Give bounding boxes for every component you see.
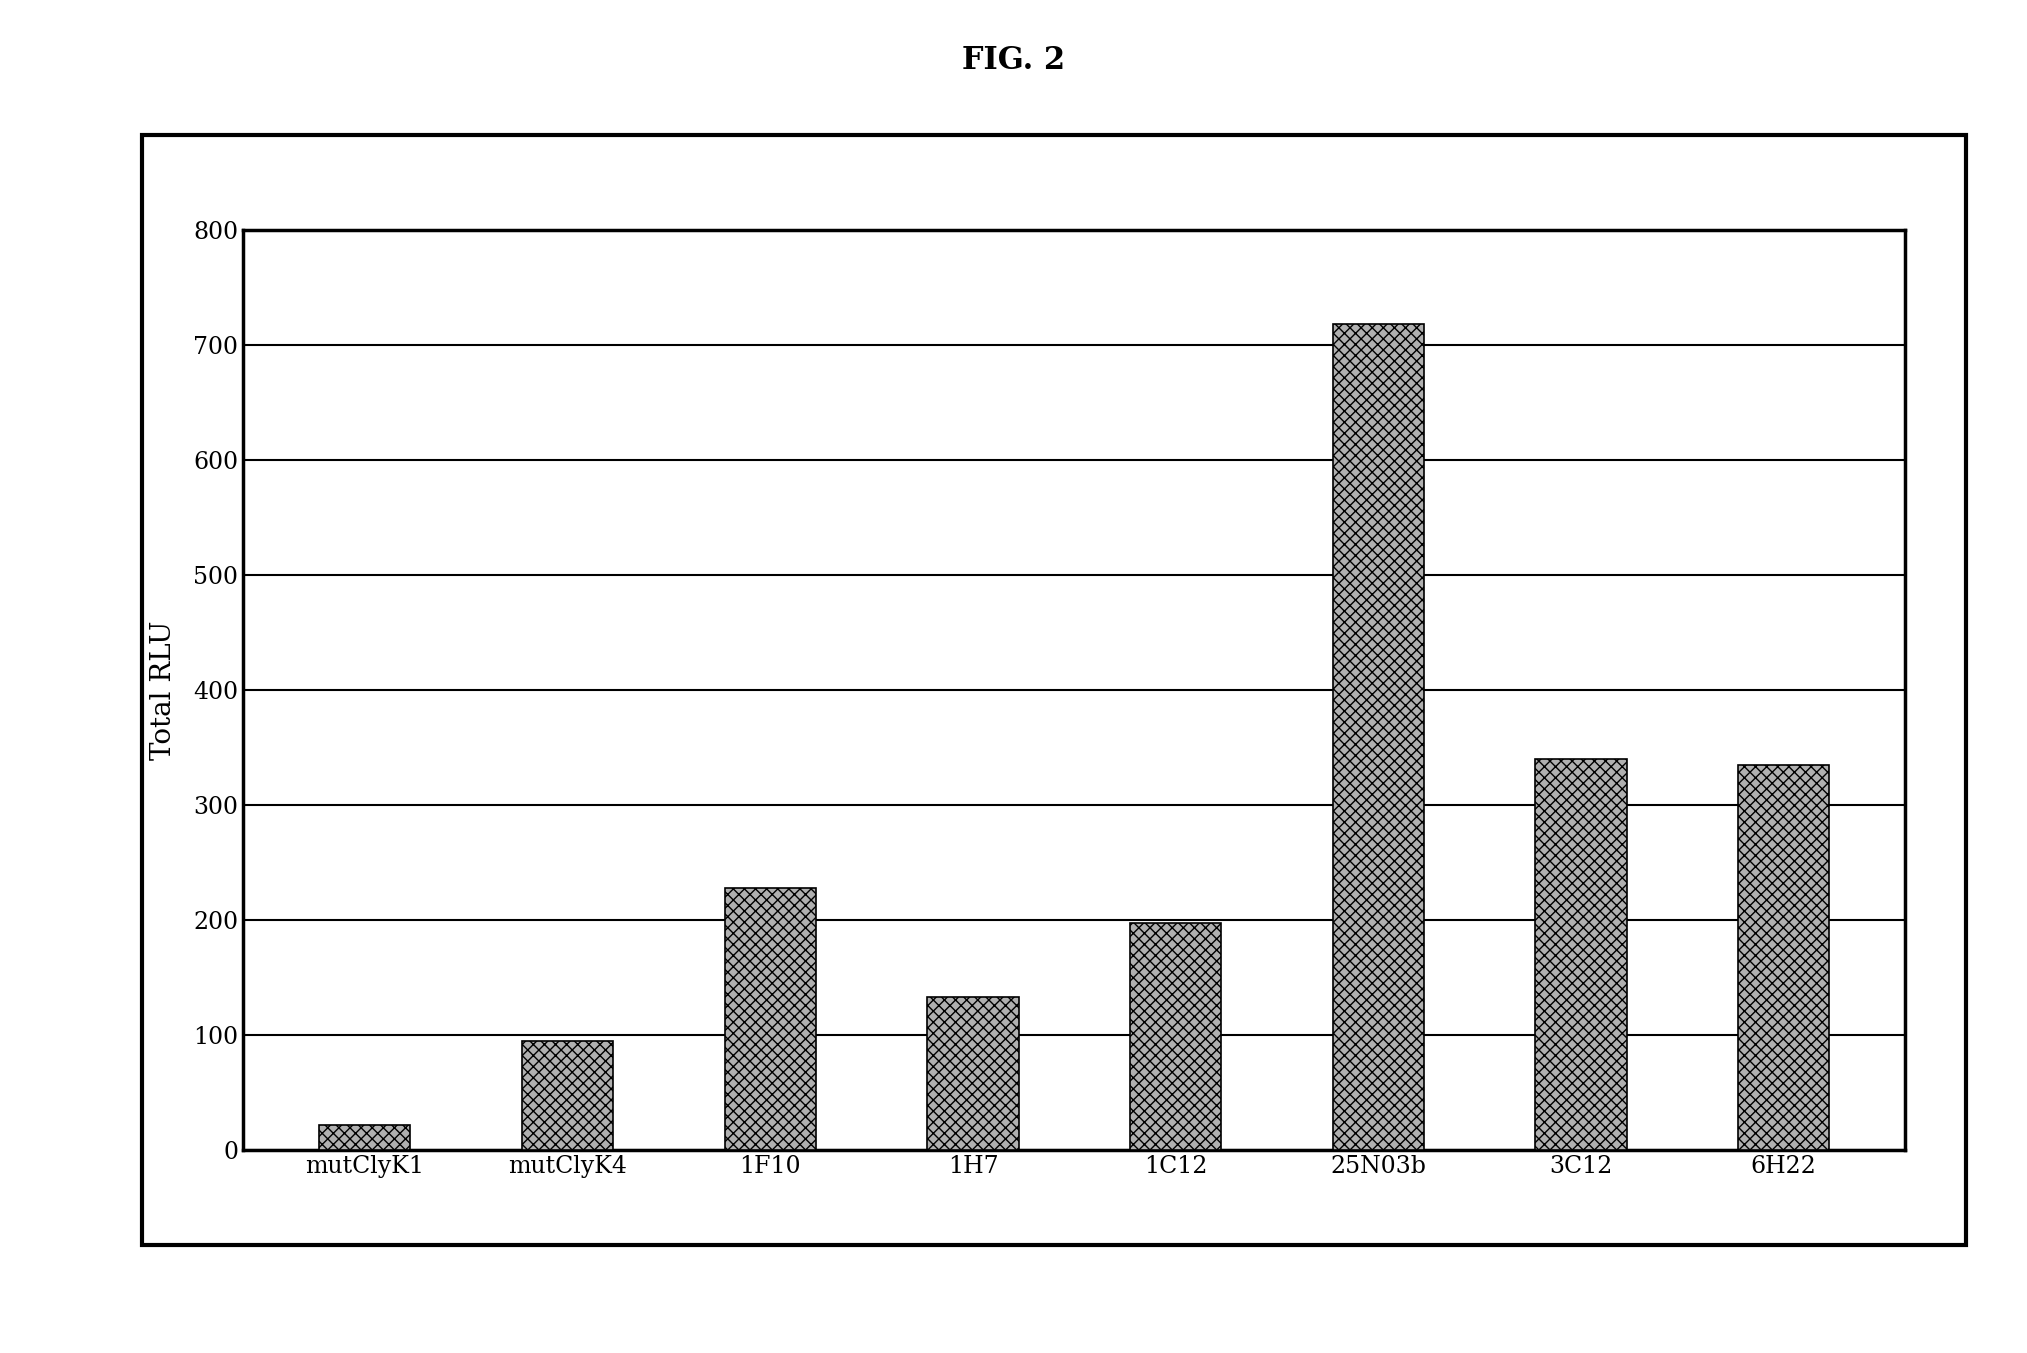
Bar	[523, 1040, 614, 1150]
Text: FIG. 2: FIG. 2	[963, 46, 1064, 76]
Y-axis label: Total RLU: Total RLU	[150, 620, 176, 760]
Bar	[1334, 325, 1425, 1150]
Bar	[1739, 764, 1830, 1150]
Bar	[1131, 924, 1220, 1150]
Bar	[320, 1124, 409, 1150]
Bar	[726, 888, 817, 1150]
Bar	[1536, 759, 1628, 1150]
Bar	[928, 997, 1020, 1150]
